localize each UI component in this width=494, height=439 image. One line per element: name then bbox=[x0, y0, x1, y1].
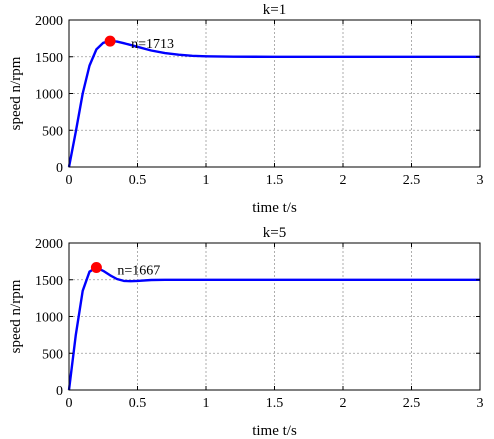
y-tick-label: 2000 bbox=[35, 237, 63, 252]
y-tick-label: 2000 bbox=[35, 14, 63, 29]
x-tick-label: 1 bbox=[203, 173, 210, 188]
x-axis-label: time t/s bbox=[252, 423, 297, 439]
y-tick-label: 0 bbox=[56, 161, 63, 176]
y-tick-label: 1500 bbox=[35, 274, 63, 289]
x-tick-label: 2 bbox=[340, 173, 347, 188]
series-line bbox=[67, 39, 480, 168]
y-axis-label: speed n/rpm bbox=[8, 56, 24, 130]
y-tick-label: 500 bbox=[42, 347, 63, 362]
x-tick-label: 1.5 bbox=[266, 396, 284, 411]
x-tick-label: 0 bbox=[66, 173, 73, 188]
y-tick-label: 0 bbox=[56, 384, 63, 399]
x-tick-label: 1.5 bbox=[266, 173, 284, 188]
peak-marker bbox=[104, 35, 116, 47]
y-tick-label: 1000 bbox=[35, 88, 63, 103]
y-axis-label: speed n/rpm bbox=[8, 279, 24, 353]
x-tick-label: 3 bbox=[477, 396, 484, 411]
chart-k1: 0 0.5 1 1.5 2 2.5 3 0 500 1000 1500 2000 k=1 time t/s… bbox=[8, 2, 484, 216]
chart-title: k=5 bbox=[263, 225, 286, 241]
x-tick-label: 0.5 bbox=[129, 173, 147, 188]
x-tick-label: 2 bbox=[340, 396, 347, 411]
x-axis-label: time t/s bbox=[252, 200, 297, 216]
y-tick-label: 500 bbox=[42, 124, 63, 139]
y-tick-label: 1000 bbox=[35, 311, 63, 326]
x-tick-label: 1 bbox=[203, 396, 210, 411]
y-tick-label: 1500 bbox=[35, 51, 63, 66]
peak-marker-label: n=1667 bbox=[117, 263, 160, 278]
peak-marker bbox=[90, 261, 102, 273]
x-tick-label: 3 bbox=[477, 173, 484, 188]
chart-k5: 0 0.5 1 1.5 2 2.5 3 0 500 1000 1500 2000 k=5 time t/s… bbox=[8, 225, 484, 439]
x-tick-label: 2.5 bbox=[403, 396, 421, 411]
chart-title: k=1 bbox=[263, 2, 286, 18]
x-tick-label: 2.5 bbox=[403, 173, 421, 188]
series-line bbox=[67, 266, 480, 391]
x-tick-label: 0 bbox=[66, 396, 73, 411]
x-tick-label: 0.5 bbox=[129, 396, 147, 411]
peak-marker-label: n=1713 bbox=[131, 37, 174, 52]
